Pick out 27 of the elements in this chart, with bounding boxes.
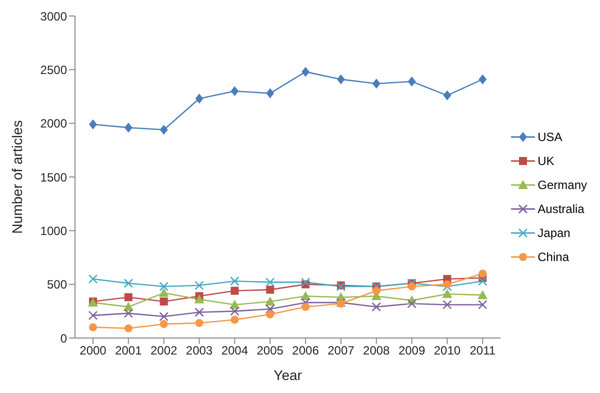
x-tick-label: 2006 — [292, 344, 320, 358]
y-axis-title: Number of articles — [8, 120, 25, 234]
x-tick-label: 2009 — [398, 344, 426, 358]
y-tick-label: 500 — [46, 278, 68, 292]
y-tick-label: 3000 — [40, 9, 68, 24]
x-axis-title: Year — [274, 367, 302, 383]
y-tick-label: 2000 — [40, 116, 68, 131]
legend-label: Germany — [538, 178, 587, 192]
x-tick-label: 2000 — [80, 344, 107, 358]
x-tick-label: 2008 — [363, 344, 390, 358]
y-tick-label: 1000 — [40, 224, 68, 238]
legend-label: UK — [538, 154, 554, 168]
legend-label: Australia — [538, 202, 584, 216]
legend-label: Japan — [538, 226, 570, 240]
y-tick-label: 2500 — [40, 62, 68, 77]
y-tick-label: 1500 — [40, 170, 68, 184]
x-tick-label: 2005 — [256, 344, 284, 358]
legend-label: USA — [538, 130, 562, 144]
y-tick-label: 0 — [60, 331, 68, 346]
x-tick-label: 2004 — [221, 344, 248, 358]
x-tick-label: 2010 — [434, 344, 461, 358]
legend-label: China — [538, 250, 569, 264]
x-tick-label: 2002 — [150, 344, 178, 358]
x-tick-label: 2011 — [470, 344, 496, 358]
x-tick-label: 2003 — [186, 344, 213, 358]
x-tick-label: 2001 — [115, 344, 142, 358]
x-tick-label: 2007 — [328, 344, 355, 358]
